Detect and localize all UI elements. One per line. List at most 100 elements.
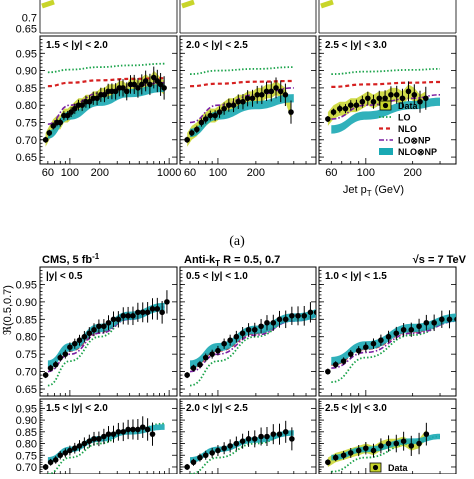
panel-content <box>325 422 441 473</box>
data-point <box>249 95 256 102</box>
data-point <box>273 85 279 91</box>
data-point <box>370 98 377 105</box>
data-point <box>416 323 422 330</box>
data-point <box>244 95 251 102</box>
y-tick-label: 0.65 <box>16 24 37 36</box>
data-point <box>76 443 83 449</box>
data-point <box>359 98 366 105</box>
data-point <box>62 351 69 357</box>
y-tick-label: 0.70 <box>16 462 37 474</box>
nlonp-band <box>331 313 456 366</box>
data-point <box>120 429 127 435</box>
data-point <box>363 445 369 452</box>
nlo-curve <box>47 77 165 88</box>
data-point <box>400 326 407 333</box>
data-point <box>227 337 233 344</box>
data-syst-band <box>187 81 291 147</box>
data-point <box>52 361 59 368</box>
data-point <box>454 316 456 322</box>
y-tick-label: 0.75 <box>16 450 37 462</box>
legend-entry-data-b: Data <box>369 462 409 473</box>
data-point <box>254 92 261 98</box>
data-point <box>277 88 284 95</box>
data-point <box>120 313 127 319</box>
data-point <box>325 459 331 466</box>
x-tick-label: 100 <box>61 167 79 179</box>
data-point <box>245 436 252 442</box>
panel-frame-group <box>318 266 457 397</box>
legend-entry-nlo: NLO <box>379 124 417 134</box>
data-point <box>340 358 347 364</box>
legend-nlonp-swatch <box>379 148 393 155</box>
y-tick-label: 0.85 <box>16 83 37 95</box>
data-point <box>101 323 107 330</box>
data-point <box>233 440 240 447</box>
data-point <box>101 92 108 98</box>
data-point <box>258 433 264 440</box>
figure-b-header-right: √s = 7 TeV <box>413 254 467 266</box>
data-point <box>270 431 277 437</box>
data-point <box>42 372 49 378</box>
y-tick-label: 0.95 <box>16 403 37 415</box>
data-point <box>209 450 215 456</box>
data-point <box>342 105 349 112</box>
y-tick-label: 0.65 <box>16 152 37 164</box>
data-point <box>264 433 270 440</box>
data-point <box>251 326 258 333</box>
y-tick-label: 0.85 <box>16 314 37 326</box>
legend-label: LO <box>398 113 411 123</box>
panel-frame <box>179 266 317 397</box>
nlo-curve <box>47 306 165 370</box>
data-point <box>96 436 102 442</box>
data-point <box>209 351 215 357</box>
data-point <box>139 424 146 430</box>
subfigure-a-label: (a) <box>229 234 245 249</box>
panel-content <box>42 290 170 387</box>
data-point <box>86 438 93 444</box>
data-point <box>221 105 227 112</box>
data-point <box>221 340 227 347</box>
data-point <box>105 319 112 326</box>
panel-label: 1.5 < |y| < 2.0 <box>46 403 108 414</box>
data-point <box>57 119 64 126</box>
data-point <box>90 95 97 102</box>
data-point <box>71 105 78 112</box>
panel-frame-group: 0.700.750.800.850.900.95 <box>16 398 178 475</box>
data-point <box>240 98 246 105</box>
data-point <box>46 130 53 136</box>
data-point <box>81 440 88 447</box>
data-point <box>268 88 275 95</box>
x-tick-label: 200 <box>91 167 109 179</box>
data-point <box>353 102 360 108</box>
data-point <box>307 309 314 316</box>
data-point <box>215 347 221 354</box>
data-point <box>288 109 294 115</box>
panel-label: 2.5 < |y| < 3.0 <box>325 40 387 51</box>
data-point <box>378 443 384 449</box>
data-point <box>313 309 316 316</box>
data-point <box>76 337 83 344</box>
data-point <box>227 443 233 449</box>
panel-label: 1.5 < |y| < 2.0 <box>46 40 108 51</box>
lo-curve <box>189 66 294 75</box>
data-point <box>207 112 214 119</box>
data-point <box>347 351 354 357</box>
data-point <box>131 81 138 88</box>
data-point <box>125 426 131 433</box>
lo-curve <box>331 68 441 75</box>
data-point <box>462 313 468 319</box>
legend-label: LO⊗NP <box>398 136 431 146</box>
data-point <box>135 426 141 433</box>
y-tick-label: 0.7 <box>22 13 37 25</box>
x-tick-label: 60 <box>42 167 54 179</box>
figure-b-ylabel: ℜ(0.5,0.7) <box>2 285 14 335</box>
panel-label: 2.0 < |y| < 2.5 <box>186 40 248 51</box>
data-point <box>239 330 246 337</box>
stub-data-band <box>320 0 334 9</box>
lo-curve <box>47 62 165 74</box>
legend-entry-lo: LO <box>379 113 411 123</box>
data-point <box>101 433 107 440</box>
